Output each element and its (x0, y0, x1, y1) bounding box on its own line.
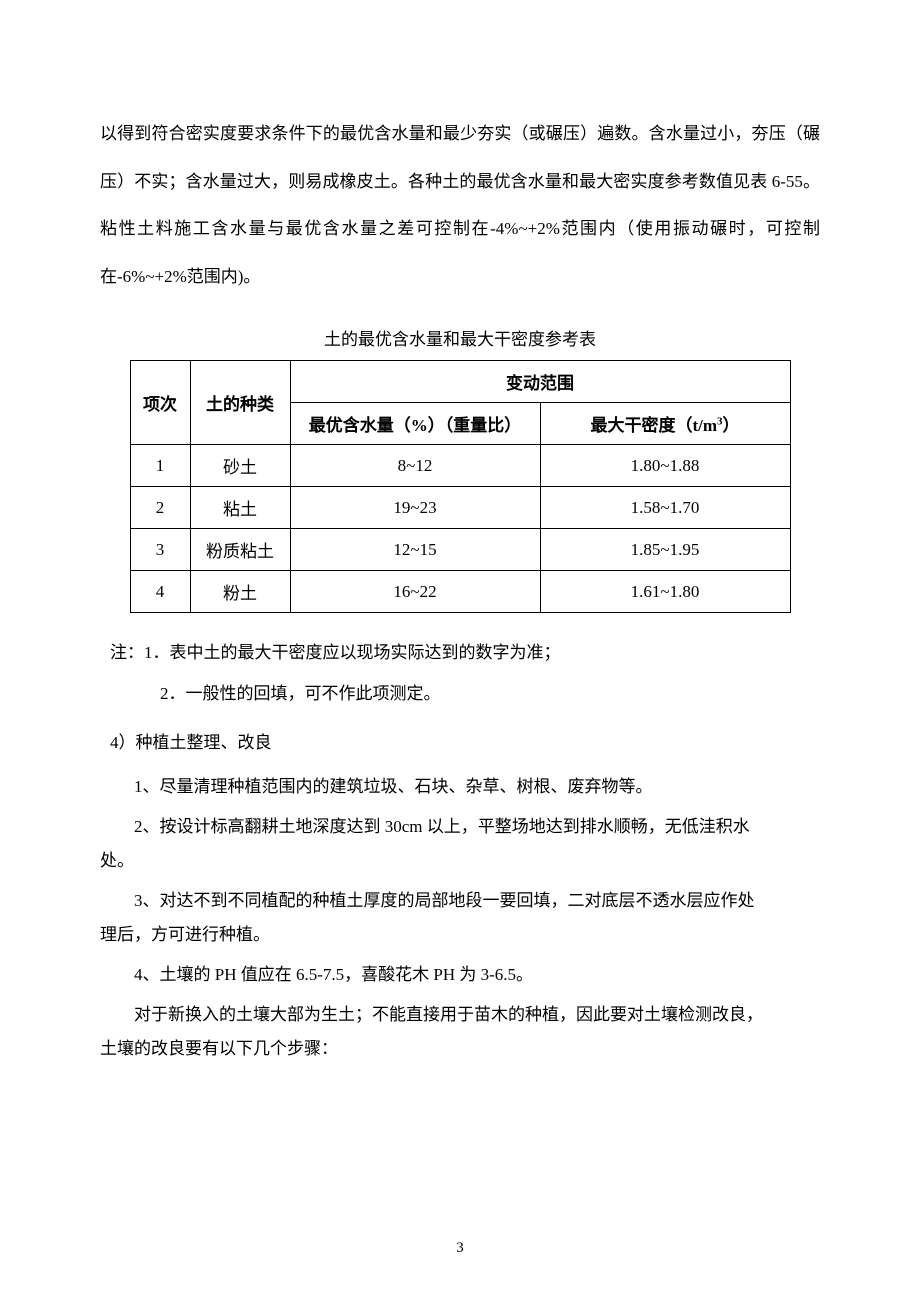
cell-type: 粉土 (190, 571, 290, 613)
section-4-heading: 4）种植土整理、改良 (110, 723, 820, 764)
cell-density: 1.61~1.80 (540, 571, 790, 613)
cell-water: 12~15 (290, 529, 540, 571)
page-number: 3 (0, 1240, 920, 1257)
table-title: 土的最优含水量和最大干密度参考表 (100, 325, 820, 350)
th-water: 最优含水量（%）（重量比） (290, 403, 540, 445)
soil-table: 项次 土的种类 变动范围 最优含水量（%）（重量比） 最大干密度（t/m3） 1… (130, 360, 791, 613)
table-note-2: 2．一般性的回填，可不作此项测定。 (160, 674, 820, 715)
table-note-1: 注：1．表中土的最大干密度应以现场实际达到的数字为准； (110, 633, 820, 674)
cell-idx: 4 (130, 571, 190, 613)
cell-idx: 1 (130, 445, 190, 487)
cell-density: 1.58~1.70 (540, 487, 790, 529)
closing-para-2: 土壤的改良要有以下几个步骤： (100, 1032, 820, 1066)
table-row: 2 粘土 19~23 1.58~1.70 (130, 487, 790, 529)
cell-type: 粘土 (190, 487, 290, 529)
table-row: 3 粉质粘土 12~15 1.85~1.95 (130, 529, 790, 571)
cell-water: 8~12 (290, 445, 540, 487)
list-item-4: 4、土壤的 PH 值应在 6.5-7.5，喜酸花木 PH 为 3-6.5。 (100, 958, 820, 992)
th-density: 最大干密度（t/m3） (540, 403, 790, 445)
cell-type: 粉质粘土 (190, 529, 290, 571)
th-type: 土的种类 (190, 361, 290, 445)
cell-density: 1.85~1.95 (540, 529, 790, 571)
cell-type: 砂土 (190, 445, 290, 487)
table-header-row-1: 项次 土的种类 变动范围 (130, 361, 790, 403)
cell-density: 1.80~1.88 (540, 445, 790, 487)
list-item-2: 2、按设计标高翻耕土地深度达到 30cm 以上，平整场地达到排水顺畅，无低洼积水 (100, 810, 820, 844)
list-item-1: 1、尽量清理种植范围内的建筑垃圾、石块、杂草、树根、废弃物等。 (100, 770, 820, 804)
cell-water: 19~23 (290, 487, 540, 529)
closing-para-1: 对于新换入的土壤大部为生土；不能直接用于苗木的种植，因此要对土壤检测改良， (100, 998, 820, 1032)
intro-paragraph: 以得到符合密实度要求条件下的最优含水量和最少夯实（或碾压）遍数。含水量过小，夯压… (100, 110, 820, 300)
cell-water: 16~22 (290, 571, 540, 613)
cell-idx: 2 (130, 487, 190, 529)
th-range: 变动范围 (290, 361, 790, 403)
list-item-3: 3、对达不到不同植配的种植土厚度的局部地段一要回填，二对底层不透水层应作处 (100, 884, 820, 918)
list-item-3-cont: 理后，方可进行种植。 (100, 918, 820, 952)
cell-idx: 3 (130, 529, 190, 571)
table-row: 1 砂土 8~12 1.80~1.88 (130, 445, 790, 487)
list-item-2-cont: 处。 (100, 844, 820, 878)
th-index: 项次 (130, 361, 190, 445)
table-row: 4 粉土 16~22 1.61~1.80 (130, 571, 790, 613)
